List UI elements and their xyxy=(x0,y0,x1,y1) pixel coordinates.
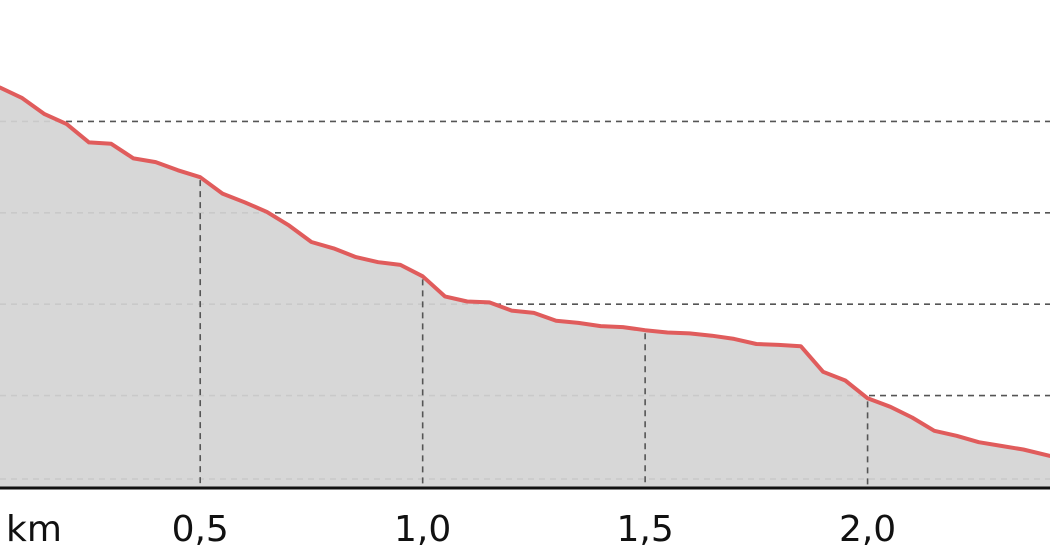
x-tick-label: 1,5 xyxy=(616,509,673,550)
x-tick-label: 0,5 xyxy=(172,509,229,550)
x-axis-unit-label: km xyxy=(6,509,62,550)
x-tick-label: 1,0 xyxy=(394,509,451,550)
x-tick-labels: km 0,5 1,0 1,5 2,0 xyxy=(6,509,896,550)
elevation-area-fill xyxy=(0,87,1050,487)
vertical-grid-layer xyxy=(199,180,869,487)
x-tick-label: 2,0 xyxy=(839,509,896,550)
elevation-profile-line xyxy=(0,85,1050,458)
